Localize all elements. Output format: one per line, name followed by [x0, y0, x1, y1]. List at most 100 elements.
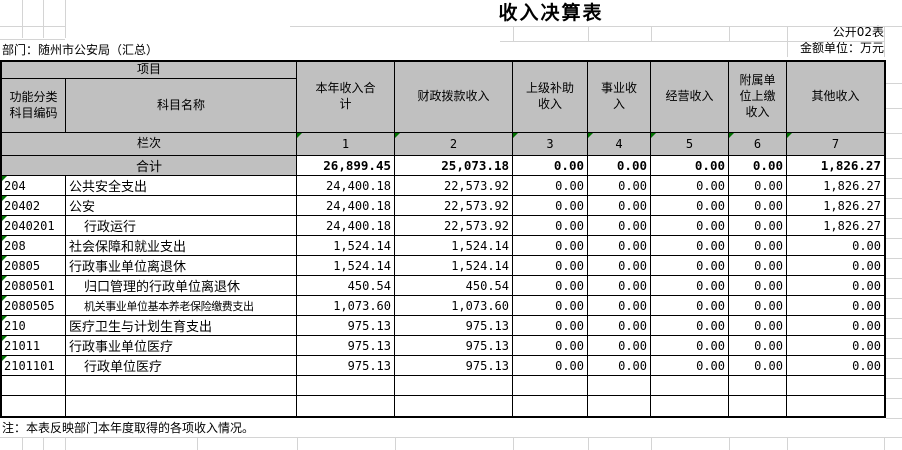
value-cell[interactable]: [651, 396, 729, 416]
value-cell[interactable]: 0.00: [729, 316, 787, 336]
value-cell[interactable]: [297, 396, 395, 416]
value-cell[interactable]: 975.13: [297, 316, 395, 336]
value-cell[interactable]: [395, 376, 513, 396]
row-name-cell[interactable]: 行政事业单位医疗: [66, 336, 297, 356]
value-cell[interactable]: 0.00: [651, 356, 729, 376]
header-fiscal[interactable]: 财政拨款收入: [395, 62, 513, 133]
value-cell[interactable]: 0.00: [588, 276, 651, 296]
value-cell[interactable]: 0.00: [513, 196, 588, 216]
value-cell[interactable]: 0.00: [729, 256, 787, 276]
row-code-cell[interactable]: 2080505: [2, 296, 66, 316]
row-code-cell[interactable]: 20402: [2, 196, 66, 216]
value-cell[interactable]: [729, 376, 787, 396]
value-cell[interactable]: 0.00: [729, 276, 787, 296]
header-other[interactable]: 其他收入: [787, 62, 884, 133]
total-year-total[interactable]: 26,899.45: [297, 156, 395, 176]
value-cell[interactable]: 1,524.14: [297, 256, 395, 276]
row-code-cell[interactable]: [2, 396, 66, 416]
value-cell[interactable]: 0.00: [651, 236, 729, 256]
value-cell[interactable]: 975.13: [395, 356, 513, 376]
value-cell[interactable]: 0.00: [651, 276, 729, 296]
value-cell[interactable]: 450.54: [395, 276, 513, 296]
value-cell[interactable]: 1,826.27: [787, 196, 884, 216]
row-code-cell[interactable]: 2040201: [2, 216, 66, 236]
row-name-cell[interactable]: 行政运行: [66, 216, 297, 236]
value-cell[interactable]: 0.00: [651, 216, 729, 236]
header-business[interactable]: 事业收 入: [588, 62, 651, 133]
header-affiliate-remit[interactable]: 附属单 位上缴 收入: [729, 62, 787, 133]
header-superior-subsidy[interactable]: 上级补助 收入: [513, 62, 588, 133]
lanci-col-1[interactable]: 1: [297, 133, 395, 156]
value-cell[interactable]: 975.13: [395, 336, 513, 356]
row-code-cell[interactable]: 2101101: [2, 356, 66, 376]
value-cell[interactable]: [513, 396, 588, 416]
value-cell[interactable]: 0.00: [787, 296, 884, 316]
value-cell[interactable]: 0.00: [651, 316, 729, 336]
total-other[interactable]: 1,826.27: [787, 156, 884, 176]
row-name-cell[interactable]: 归口管理的行政单位离退休: [66, 276, 297, 296]
value-cell[interactable]: 0.00: [588, 356, 651, 376]
row-code-cell[interactable]: 210: [2, 316, 66, 336]
header-project[interactable]: 项目: [2, 62, 297, 79]
lanci-col-7[interactable]: 7: [787, 133, 884, 156]
total-fiscal[interactable]: 25,073.18: [395, 156, 513, 176]
value-cell[interactable]: 0.00: [513, 356, 588, 376]
row-code-cell[interactable]: 2080501: [2, 276, 66, 296]
lanci-col-4[interactable]: 4: [588, 133, 651, 156]
header-subject-name[interactable]: 科目名称: [66, 79, 297, 133]
value-cell[interactable]: 0.00: [729, 356, 787, 376]
value-cell[interactable]: 0.00: [729, 196, 787, 216]
row-name-cell[interactable]: 医疗卫生与计划生育支出: [66, 316, 297, 336]
row-code-cell[interactable]: 21011: [2, 336, 66, 356]
total-business[interactable]: 0.00: [588, 156, 651, 176]
value-cell[interactable]: 0.00: [787, 336, 884, 356]
lanci-col-5[interactable]: 5: [651, 133, 729, 156]
value-cell[interactable]: [651, 376, 729, 396]
total-superior-subsidy[interactable]: 0.00: [513, 156, 588, 176]
value-cell[interactable]: 1,524.14: [395, 236, 513, 256]
value-cell[interactable]: 24,400.18: [297, 196, 395, 216]
value-cell[interactable]: 0.00: [729, 216, 787, 236]
value-cell[interactable]: 0.00: [588, 336, 651, 356]
header-operating[interactable]: 经营收入: [651, 62, 729, 133]
value-cell[interactable]: 0.00: [787, 316, 884, 336]
header-year-total[interactable]: 本年收入合 计: [297, 62, 395, 133]
value-cell[interactable]: 0.00: [513, 276, 588, 296]
value-cell[interactable]: 0.00: [787, 356, 884, 376]
total-operating[interactable]: 0.00: [651, 156, 729, 176]
value-cell[interactable]: 450.54: [297, 276, 395, 296]
value-cell[interactable]: 0.00: [787, 256, 884, 276]
value-cell[interactable]: 0.00: [588, 176, 651, 196]
total-label-cell[interactable]: 合计: [2, 156, 297, 176]
row-code-cell[interactable]: 204: [2, 176, 66, 196]
row-name-cell[interactable]: 机关事业单位基本养老保险缴费支出: [66, 296, 297, 316]
value-cell[interactable]: [787, 376, 884, 396]
total-affiliate-remit[interactable]: 0.00: [729, 156, 787, 176]
value-cell[interactable]: 0.00: [588, 236, 651, 256]
value-cell[interactable]: 0.00: [513, 296, 588, 316]
row-name-cell[interactable]: 行政单位医疗: [66, 356, 297, 376]
unit-label[interactable]: 金额单位：万元: [799, 41, 884, 55]
row-code-cell[interactable]: [2, 376, 66, 396]
value-cell[interactable]: 0.00: [513, 216, 588, 236]
lanci-label-cell[interactable]: 栏次: [2, 133, 297, 156]
value-cell[interactable]: 0.00: [787, 276, 884, 296]
value-cell[interactable]: 0.00: [729, 296, 787, 316]
value-cell[interactable]: 0.00: [588, 216, 651, 236]
header-code[interactable]: 功能分类 科目编码: [2, 79, 66, 133]
lanci-col-3[interactable]: 3: [513, 133, 588, 156]
value-cell[interactable]: 24,400.18: [297, 216, 395, 236]
value-cell[interactable]: 1,524.14: [297, 236, 395, 256]
value-cell[interactable]: 0.00: [651, 176, 729, 196]
lanci-col-6[interactable]: 6: [729, 133, 787, 156]
value-cell[interactable]: 0.00: [729, 336, 787, 356]
value-cell[interactable]: 22,573.92: [395, 216, 513, 236]
value-cell[interactable]: 1,826.27: [787, 176, 884, 196]
row-name-cell[interactable]: [66, 396, 297, 416]
value-cell[interactable]: 0.00: [513, 236, 588, 256]
value-cell[interactable]: 0.00: [588, 196, 651, 216]
value-cell[interactable]: 0.00: [651, 256, 729, 276]
value-cell[interactable]: 0.00: [651, 336, 729, 356]
value-cell[interactable]: 975.13: [297, 336, 395, 356]
value-cell[interactable]: 22,573.92: [395, 196, 513, 216]
